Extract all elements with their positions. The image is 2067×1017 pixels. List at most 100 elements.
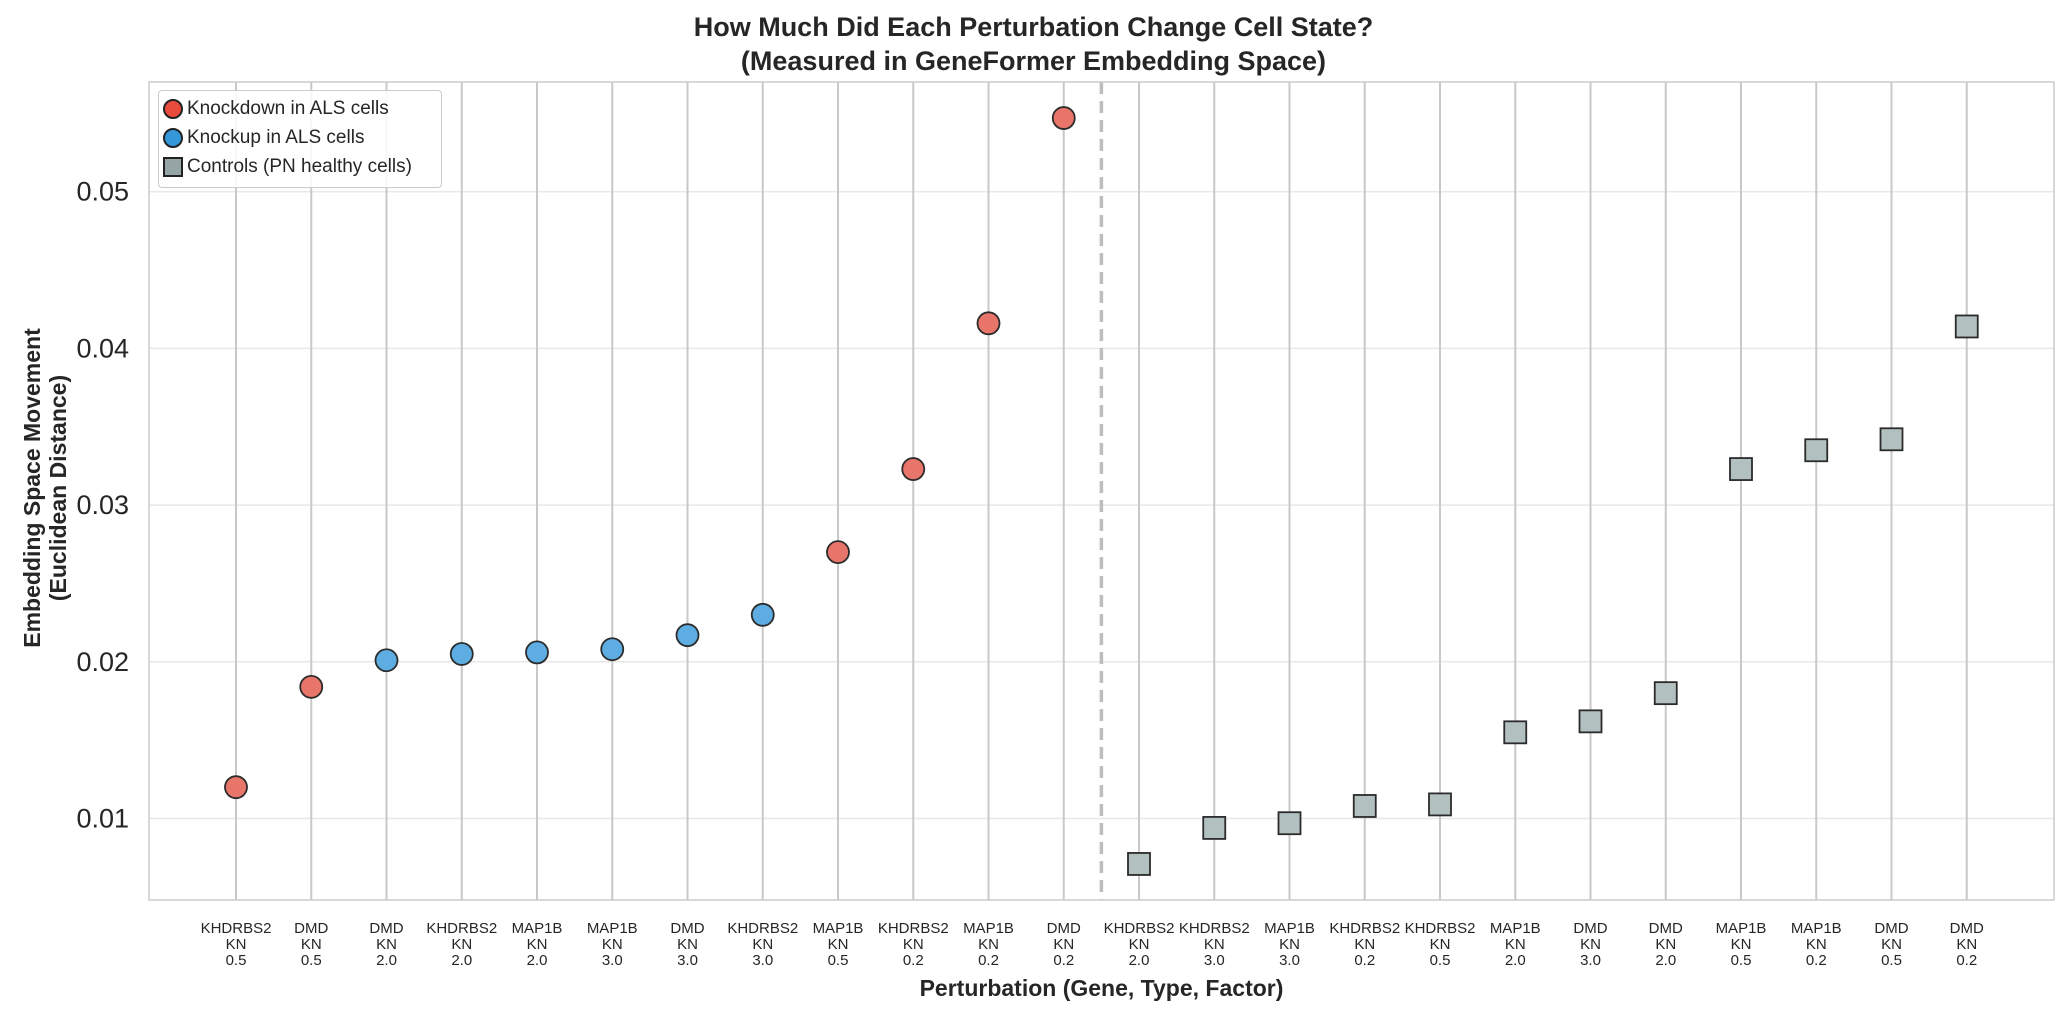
x-tick-label: KHDRBS2 bbox=[426, 920, 497, 937]
legend: Knockdown in ALS cells Knockup in ALS ce… bbox=[158, 90, 442, 188]
x-tick-label: 3.0 bbox=[1580, 952, 1601, 969]
y-axis-label-line1: Embedding Space Movement bbox=[19, 328, 45, 648]
x-tick-label: MAP1B bbox=[1716, 920, 1767, 937]
x-tick-label: 2.0 bbox=[1505, 952, 1526, 969]
y-tick-label: 0.03 bbox=[76, 490, 129, 520]
x-tick-label: KN bbox=[1731, 936, 1752, 953]
x-tick-label: DMD bbox=[1874, 920, 1908, 937]
x-tick-label: KN bbox=[1580, 936, 1601, 953]
knockup-circle-icon bbox=[163, 128, 183, 148]
data-point-control bbox=[1352, 794, 1377, 818]
data-point-control bbox=[1127, 852, 1151, 876]
x-tick-label: MAP1B bbox=[1791, 920, 1842, 937]
x-tick-label: 0.2 bbox=[978, 952, 999, 969]
legend-label: Knockup in ALS cells bbox=[187, 127, 365, 148]
x-tick-label: DMD bbox=[1573, 920, 1607, 937]
x-tick-label: KHDRBS2 bbox=[727, 920, 798, 937]
x-tick-label: 0.5 bbox=[1881, 952, 1902, 969]
x-tick-label: KHDRBS2 bbox=[1329, 920, 1400, 937]
x-tick-label: 3.0 bbox=[602, 952, 623, 969]
x-tick-label: 2.0 bbox=[451, 952, 472, 969]
x-tick-label: DMD bbox=[1047, 920, 1081, 937]
data-point-knockup bbox=[449, 642, 474, 666]
y-tick-label: 0.01 bbox=[76, 804, 129, 834]
data-points bbox=[224, 106, 1979, 876]
x-tick-label: KN bbox=[602, 936, 623, 953]
x-tick-label: KHDRBS2 bbox=[1179, 920, 1250, 937]
x-tick-label: KN bbox=[752, 936, 773, 953]
x-tick-label: KN bbox=[677, 936, 698, 953]
x-tick-label: KN bbox=[527, 936, 548, 953]
data-point-knockup bbox=[525, 640, 549, 665]
x-tick-label: 2.0 bbox=[1129, 952, 1150, 969]
data-point-control bbox=[1653, 681, 1678, 706]
x-tick-label: KHDRBS2 bbox=[201, 920, 272, 937]
chart-title: How Much Did Each Perturbation Change Ce… bbox=[693, 12, 1374, 42]
data-point-knockup bbox=[374, 648, 399, 673]
x-tick-label: KN bbox=[903, 936, 924, 953]
x-tick-label: 3.0 bbox=[677, 952, 698, 969]
legend-item-knockup: Knockup in ALS cells bbox=[163, 124, 364, 152]
y-axis-label-line2: (Euclidean Distance) bbox=[45, 374, 71, 602]
x-tick-label: KN bbox=[1129, 936, 1150, 953]
x-tick-label: KN bbox=[226, 936, 247, 953]
x-tick-label: KN bbox=[828, 936, 849, 953]
x-tick-label: 3.0 bbox=[1204, 952, 1225, 969]
knockdown-circle-icon bbox=[163, 99, 183, 119]
x-tick-label: KN bbox=[1806, 936, 1827, 953]
y-tick-labels: 0.01 0.02 0.03 0.04 0.05 bbox=[76, 177, 129, 834]
data-point-control bbox=[1277, 811, 1302, 836]
x-tick-label: DMD bbox=[1649, 920, 1683, 937]
x-tick-label: MAP1B bbox=[587, 920, 638, 937]
control-square-icon bbox=[163, 157, 183, 177]
x-tick-label: KN bbox=[1956, 936, 1977, 953]
x-tick-label: DMD bbox=[1950, 920, 1984, 937]
x-tick-label: KN bbox=[1430, 936, 1451, 953]
data-point-control bbox=[1804, 438, 1829, 463]
y-tick-label: 0.05 bbox=[76, 177, 129, 207]
y-axis-label-container: Embedding Space Movement (Euclidean Dist… bbox=[5, 268, 85, 708]
x-tick-label: KN bbox=[1204, 936, 1225, 953]
x-tick-label: MAP1B bbox=[1490, 920, 1541, 937]
legend-item-controls: Controls (PN healthy cells) bbox=[163, 153, 412, 181]
data-point-control bbox=[1503, 720, 1528, 745]
legend-label: Knockdown in ALS cells bbox=[187, 98, 389, 119]
y-axis-label: Embedding Space Movement (Euclidean Dist… bbox=[19, 328, 71, 648]
data-point-knockdown bbox=[224, 775, 248, 800]
x-tick-label: 0.2 bbox=[1053, 952, 1074, 969]
x-tick-label: 0.5 bbox=[301, 952, 322, 969]
x-tick-label: MAP1B bbox=[813, 920, 864, 937]
x-tick-label: 2.0 bbox=[1655, 952, 1676, 969]
y-tick-label: 0.02 bbox=[76, 647, 129, 677]
x-tick-label: MAP1B bbox=[512, 920, 563, 937]
x-tick-label: KN bbox=[1881, 936, 1902, 953]
data-point-control bbox=[1954, 314, 1979, 339]
x-tick-label: KN bbox=[451, 936, 472, 953]
x-tick-label: 0.5 bbox=[828, 952, 849, 969]
data-point-knockup bbox=[750, 602, 775, 627]
x-tick-label: KN bbox=[1053, 936, 1074, 953]
x-axis-label: Perturbation (Gene, Type, Factor) bbox=[919, 975, 1284, 1001]
data-point-control bbox=[1879, 427, 1904, 452]
x-tick-label: 0.2 bbox=[1806, 952, 1827, 969]
x-tick-label: KHDRBS2 bbox=[1405, 920, 1476, 937]
x-tick-label: 0.5 bbox=[226, 952, 247, 969]
x-tick-label: 0.5 bbox=[1731, 952, 1752, 969]
x-tick-label: DMD bbox=[670, 920, 704, 937]
x-tick-label: KHDRBS2 bbox=[878, 920, 949, 937]
data-point-knockdown bbox=[1051, 106, 1076, 130]
data-point-control bbox=[1578, 709, 1603, 734]
x-tick-label: KHDRBS2 bbox=[1104, 920, 1175, 937]
x-tick-label: KN bbox=[301, 936, 322, 953]
data-point-control bbox=[1428, 792, 1452, 817]
plot-frame bbox=[148, 81, 2055, 901]
chart-subtitle: (Measured in GeneFormer Embedding Space) bbox=[740, 46, 1327, 76]
x-tick-label: DMD bbox=[369, 920, 403, 937]
data-point-knockup bbox=[600, 637, 625, 662]
x-tick-labels: KHDRBS2KN0.5DMDKN0.5DMDKN2.0KHDRBS2KN2.0… bbox=[201, 920, 1984, 969]
x-tick-label: 0.2 bbox=[903, 952, 924, 969]
data-point-knockdown bbox=[976, 311, 1001, 336]
x-tick-label: MAP1B bbox=[963, 920, 1014, 937]
x-tick-label: 0.2 bbox=[1956, 952, 1977, 969]
